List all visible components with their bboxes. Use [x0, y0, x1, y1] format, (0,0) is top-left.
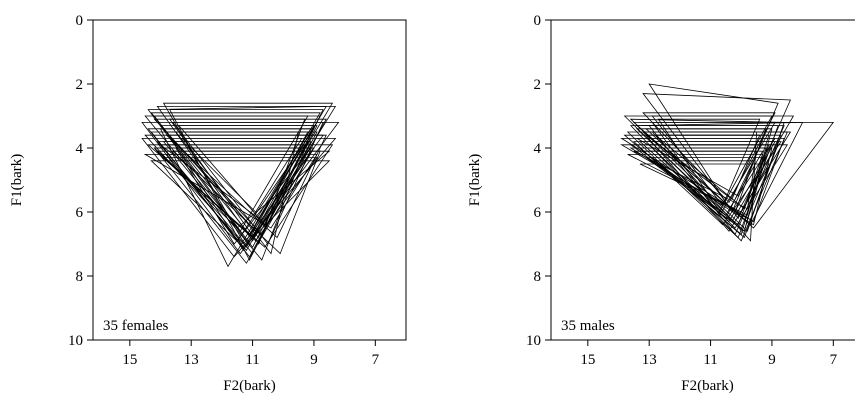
x-tick-label: 15 [580, 352, 595, 368]
x-axis-ticks: 15 13 11 9 7 [122, 340, 380, 368]
y-tick-label: 0 [534, 13, 542, 29]
y-axis-ticks: 0 2 4 6 8 10 [526, 13, 551, 349]
x-tick-label: 13 [184, 352, 199, 368]
y-tick-label: 2 [534, 77, 542, 93]
vowel-triangle [143, 153, 318, 229]
vowel-triangle [657, 118, 761, 213]
y-tick-label: 8 [534, 269, 542, 285]
vowel-triangle [156, 106, 337, 242]
vowel-triangle [633, 150, 758, 210]
vowel-triangle [156, 141, 312, 255]
vowel-triangle [175, 147, 312, 245]
vowel-triangle [644, 134, 761, 200]
vowel-triangle [629, 125, 779, 239]
y-tick-label: 8 [76, 269, 84, 285]
triangles-group [141, 102, 340, 268]
y-tick-label: 10 [526, 333, 541, 349]
x-tick-label: 9 [768, 352, 776, 368]
vowel-triangle [165, 131, 309, 252]
vowel-triangle [165, 134, 327, 239]
panel-annotation: 35 females [103, 318, 169, 334]
vowel-triangle [162, 157, 318, 242]
y-tick-label: 4 [76, 141, 84, 157]
vowel-triangle [642, 93, 792, 220]
y-axis-ticks: 0 2 4 6 8 10 [68, 13, 93, 349]
vowel-triangle [642, 112, 776, 204]
x-tick-label: 11 [245, 352, 259, 368]
y-tick-label: 6 [534, 205, 542, 221]
vowel-triangle [144, 115, 309, 232]
x-tick-label: 11 [703, 352, 717, 368]
vowel-triangle [644, 157, 767, 232]
y-tick-label: 4 [534, 141, 542, 157]
y-tick-label: 0 [76, 13, 84, 29]
vowel-triangle [642, 131, 792, 232]
vowel-triangle [169, 109, 324, 261]
x-tick-label: 7 [830, 352, 838, 368]
vowel-triangle [159, 144, 306, 219]
x-tick-label: 15 [122, 352, 137, 368]
x-axis-ticks: 15 13 11 9 7 [580, 340, 838, 368]
y-axis-label: F1(bark) [467, 154, 483, 207]
vowel-triangle [629, 144, 770, 226]
vowel-triangle [651, 122, 776, 216]
chart-panel-females: 15 13 11 9 7 0 2 4 6 8 10 F2(bark) F1(bark) 35 fe… [9, 13, 407, 394]
plot-frame [92, 19, 407, 341]
x-tick-label: 7 [372, 352, 380, 368]
triangles-group [620, 83, 835, 242]
y-tick-label: 6 [76, 205, 84, 221]
x-axis-label: F2(bark) [681, 378, 734, 394]
y-tick-label: 10 [68, 333, 83, 349]
vowel-triangle [181, 137, 303, 213]
y-axis-label: F1(bark) [9, 154, 25, 207]
y-tick-label: 2 [76, 77, 84, 93]
x-tick-label: 13 [642, 352, 657, 368]
vowel-triangle [171, 122, 324, 245]
vowel-triangle [153, 118, 327, 236]
vowel-triangle [620, 137, 785, 223]
chart-panel-males: 15 13 11 9 7 0 2 4 6 8 10 F2(bark) F1(bark) 35 ma… [467, 13, 855, 394]
vowel-triangle [632, 141, 782, 226]
vowel-triangle [147, 128, 315, 242]
x-tick-label: 9 [310, 352, 318, 368]
panel-annotation: 35 males [561, 318, 615, 334]
plot-frame [550, 19, 855, 341]
x-axis-label: F2(bark) [223, 378, 276, 394]
